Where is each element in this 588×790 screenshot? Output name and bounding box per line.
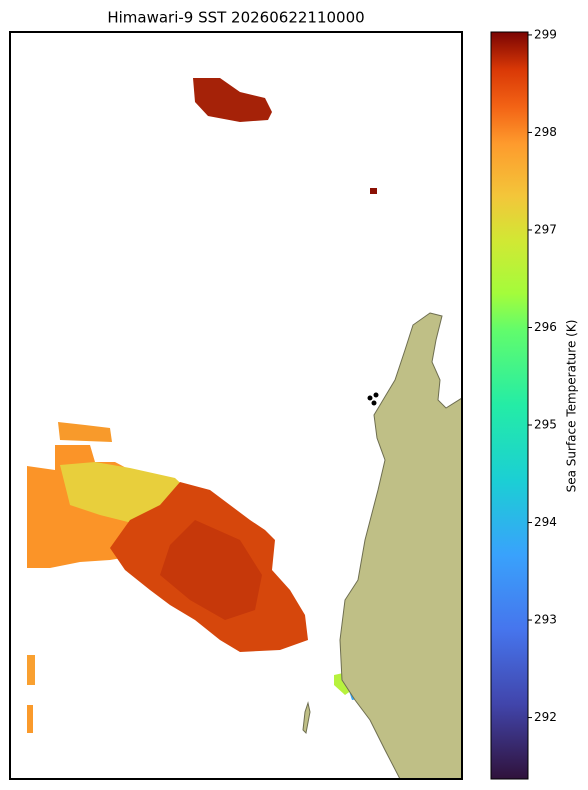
colorbar-tick-label: 296: [534, 320, 557, 334]
sst-patch: [58, 422, 112, 442]
sst-patch: [193, 78, 272, 122]
islet: [373, 392, 379, 398]
colorbar-tick-label: 292: [534, 710, 557, 724]
sst-patch: [160, 520, 262, 620]
map-frame: [9, 31, 463, 780]
map: [27, 78, 462, 779]
colorbar-tick-label: 299: [534, 27, 557, 41]
sst-patch: [27, 705, 33, 733]
colorbar: [490, 31, 529, 780]
colorbar-tick-label: 297: [534, 222, 557, 236]
land: [339, 312, 462, 779]
colorbar-tick-label: 293: [534, 613, 557, 627]
chart-title: Himawari-9 SST 20260622110000: [107, 9, 364, 27]
colorbar-tick-label: 298: [534, 125, 557, 139]
colorbar-tick-label: 295: [534, 418, 557, 432]
sst-patch: [370, 188, 377, 194]
colorbar-tick-label: 294: [534, 515, 557, 529]
islet: [367, 395, 373, 401]
colorbar-label: Sea Surface Temperature (K): [565, 320, 579, 493]
island: [302, 701, 311, 735]
islet: [371, 400, 377, 406]
sst-patch: [27, 655, 35, 685]
